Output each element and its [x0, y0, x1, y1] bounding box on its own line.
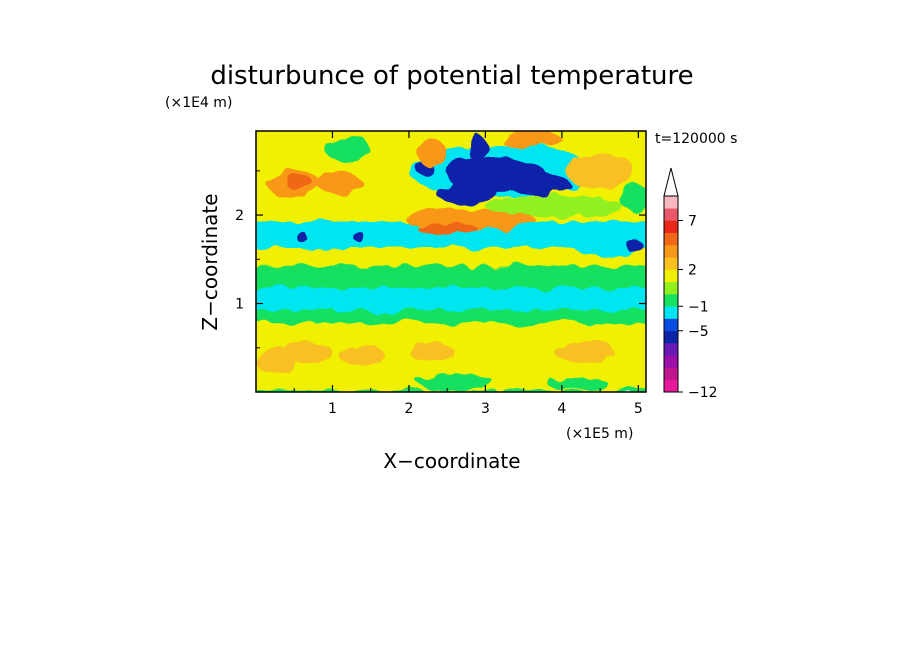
field-feature-15	[573, 237, 643, 255]
field-feature-13	[485, 195, 624, 217]
field-feature-2	[317, 173, 364, 195]
colorbar-extend-arrow	[663, 167, 679, 197]
colorbar-swatch	[664, 355, 678, 368]
time-label: t=120000 s	[655, 131, 737, 147]
y-tick-label: 1	[235, 297, 244, 313]
plot-frame	[255, 130, 647, 393]
colorbar-swatch	[664, 208, 678, 221]
field-feature-26	[619, 184, 646, 211]
colorbar-swatch	[664, 318, 678, 332]
field-layer-4	[256, 283, 646, 310]
field-feature-12	[416, 223, 478, 234]
colorbar-swatch	[664, 245, 678, 258]
x-scale-label: (×1E5 m)	[566, 426, 633, 442]
colorbar-swatch	[664, 220, 678, 234]
x-axis-label: X−coordinate	[383, 449, 520, 473]
colorbar-swatch	[664, 257, 678, 270]
y-axis: 12	[235, 170, 646, 349]
colorbar-swatch	[664, 232, 678, 246]
field-feature-1	[284, 174, 312, 189]
colorbar-tick-label: 7	[688, 214, 697, 230]
field-feature-27	[324, 135, 371, 162]
x-tick-label: 5	[634, 401, 643, 417]
field-feature-28	[295, 232, 308, 242]
colorbar-swatch	[664, 330, 678, 344]
field-layer-5	[256, 261, 646, 288]
colorbar-swatch	[664, 294, 678, 307]
colorbar-swatch	[664, 367, 678, 381]
field-feature-19	[435, 182, 497, 204]
colorbar-swatch	[664, 196, 678, 209]
colorbar-tick-label: 2	[688, 263, 697, 279]
y-tick-label: 2	[235, 208, 244, 224]
colorbar-swatch	[664, 343, 678, 356]
field-feature-10	[363, 292, 409, 315]
field-layer-3	[256, 305, 646, 324]
colorbar-swatch	[664, 281, 678, 295]
colorbar: −12−5−127	[663, 167, 718, 401]
y-axis-label: Z−coordinate	[198, 193, 222, 330]
colorbar-tick-label: −1	[688, 299, 709, 315]
y-scale-label: (×1E4 m)	[165, 95, 232, 111]
field-feature-25	[565, 153, 635, 189]
chart-title: disturbunce of potential temperature	[210, 61, 693, 91]
field-feature-29	[353, 232, 366, 242]
field-feature-24	[500, 131, 562, 149]
contour-field	[256, 131, 646, 392]
field-feature-3	[256, 347, 295, 375]
colorbar-tick-label: −5	[688, 324, 709, 340]
field-feature-30	[625, 240, 644, 252]
x-axis: 1 2 3 4 5	[293, 131, 643, 417]
field-feature-9	[546, 377, 608, 389]
colorbar-swatch	[664, 269, 678, 283]
field-feature-4	[286, 341, 333, 363]
field-feature-7	[554, 341, 616, 363]
field-feature-20	[508, 172, 570, 196]
field-feature-21	[468, 135, 487, 162]
colorbar-swatch	[664, 306, 678, 319]
colorbar-tick-label: −12	[688, 385, 718, 401]
field-feature-6	[408, 343, 455, 362]
x-tick-label: 2	[404, 401, 413, 417]
colorbar-swatch	[664, 379, 678, 393]
field-layer-2	[256, 319, 646, 346]
field-feature-5	[340, 345, 387, 368]
x-tick-label: 3	[481, 401, 490, 417]
field-feature-23	[416, 139, 448, 167]
field-feature-8	[416, 374, 494, 389]
x-tick-label: 1	[328, 401, 337, 417]
field-feature-16	[294, 232, 371, 247]
x-tick-label: 4	[557, 401, 566, 417]
field-layer-6	[256, 244, 646, 266]
